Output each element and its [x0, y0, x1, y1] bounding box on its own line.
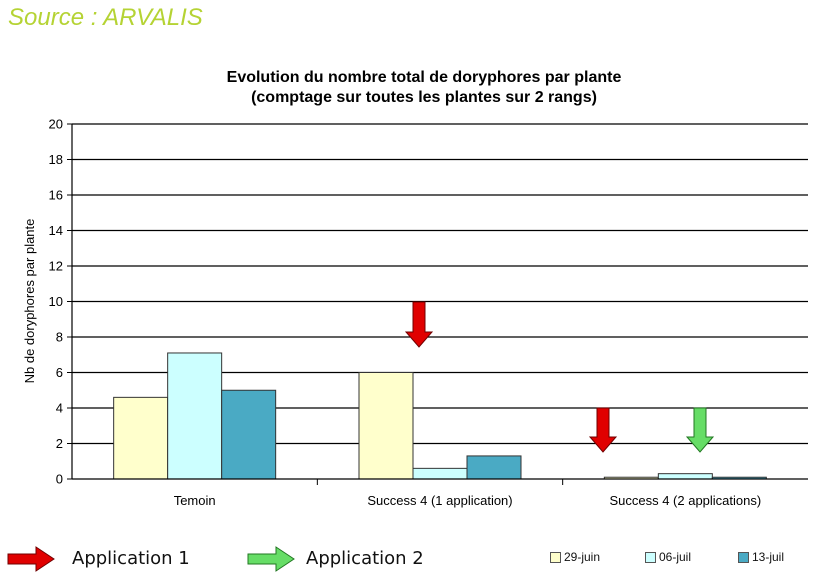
application2-arrow-icon: [685, 407, 715, 453]
bar: [113, 396, 169, 480]
x-category-label: Success 4 (1 application): [367, 493, 512, 508]
y-tick-label: 8: [56, 330, 63, 345]
source-caption: Source : ARVALIS: [8, 4, 203, 31]
y-tick-label: 12: [49, 259, 63, 274]
x-category-label: Success 4 (2 applications): [609, 493, 761, 508]
bar: [221, 389, 277, 480]
y-axis-label: Nb de doryphores par plante: [22, 219, 37, 384]
legend-label: 06-juil: [659, 550, 692, 564]
application1-arrow-icon: [588, 407, 618, 453]
axes: [71, 124, 808, 480]
legend-item-series-3: 13-juil: [738, 550, 784, 564]
chart-title: Evolution du nombre total de doryphores …: [227, 69, 622, 86]
legend-item-series-1: 29-juin: [550, 550, 600, 564]
bar: [657, 473, 713, 480]
bar: [167, 352, 223, 480]
y-tick-label: 20: [49, 117, 63, 132]
application1-label: Application 1: [72, 548, 190, 569]
application2-legend-arrow-icon: [247, 546, 295, 572]
legend-swatch: [738, 551, 749, 563]
x-axis-categories: Temoin Success 4 (1 application) Success 4…: [174, 479, 761, 508]
legend-swatch: [550, 551, 561, 563]
bar: [466, 455, 522, 480]
legend-label: 29-juin: [564, 550, 601, 564]
legend-swatch: [645, 551, 656, 563]
bottom-legend: Application 1 Application 2 29-juin 06-j…: [0, 540, 831, 580]
bar: [412, 467, 468, 480]
application-arrows: [404, 301, 715, 453]
application1-legend-arrow-icon: [7, 546, 55, 572]
legend-label: 13-juil: [752, 550, 785, 564]
y-tick-label: 0: [56, 472, 63, 487]
y-tick-label: 16: [49, 188, 63, 203]
y-tick-label: 10: [49, 294, 63, 309]
legend-item-series-2: 06-juil: [645, 550, 691, 564]
y-tick-label: 4: [56, 401, 63, 416]
x-category-label: Temoin: [174, 493, 216, 508]
bar-chart: Evolution du nombre total de doryphores …: [22, 69, 808, 508]
y-tick-label: 18: [49, 152, 63, 167]
y-tick-label: 2: [56, 436, 63, 451]
y-axis-ticks: 0 2 4 6 8 10 12 14 16 18 20: [49, 117, 72, 487]
bars: [113, 352, 767, 480]
bar: [358, 372, 414, 480]
application2-label: Application 2: [306, 548, 424, 569]
y-tick-label: 6: [56, 365, 63, 380]
chart-subtitle: (comptage sur toutes les plantes sur 2 r…: [251, 89, 597, 106]
application1-arrow-icon: [404, 301, 434, 348]
y-tick-label: 14: [49, 223, 63, 238]
